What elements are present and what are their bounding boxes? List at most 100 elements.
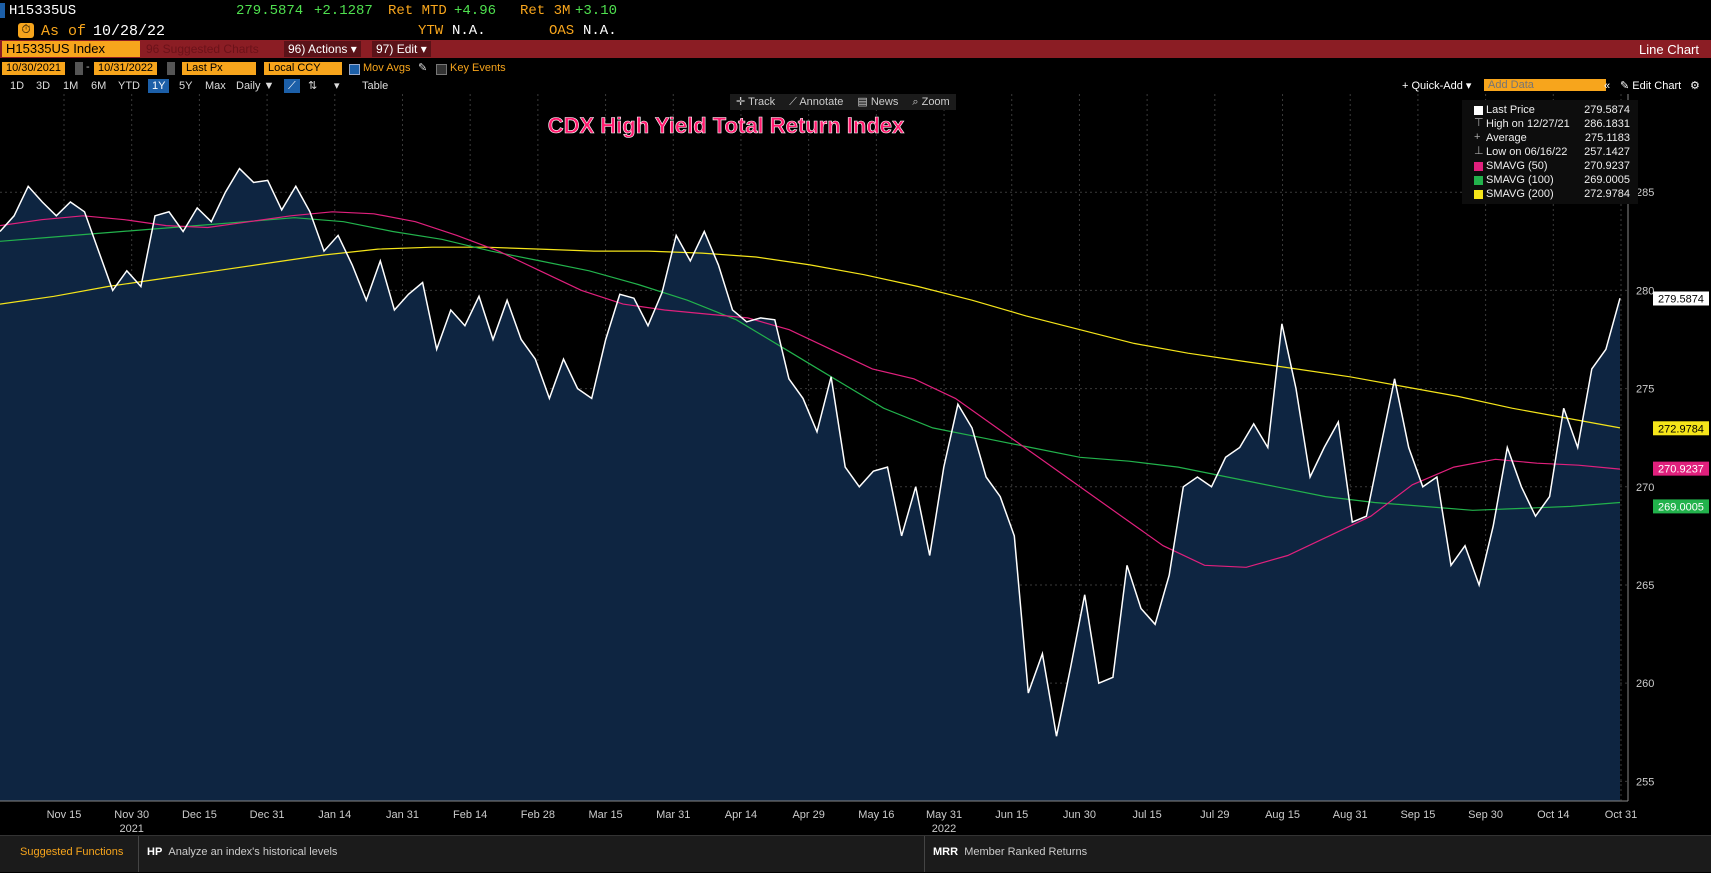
axis-badge-label: 270.9237 <box>1658 464 1704 476</box>
calendar-icon[interactable] <box>167 62 175 75</box>
axis-badges: 279.5874 272.9784 270.9237 269.0005 <box>1653 291 1709 514</box>
hp-function[interactable]: HP Analyze an index's historical levels <box>147 846 337 858</box>
legend-value: 257.1427 <box>1584 146 1630 158</box>
period-5y[interactable]: 5Y <box>179 80 193 92</box>
mrr-code: MRR <box>933 846 959 858</box>
mrr-function[interactable]: MRR Member Ranked Returns <box>933 846 1087 858</box>
legend-item-high: ⊤ High on 12/27/21 286.1831 <box>1470 117 1636 131</box>
legend-item-smavg200: SMAVG (200) 272.9784 <box>1470 187 1636 201</box>
series-line-2 <box>0 217 1621 511</box>
series-lines <box>0 167 1621 737</box>
x-tick-label: Oct 31 <box>1605 809 1637 821</box>
legend-item-last-price: Last Price 279.5874 <box>1470 103 1636 117</box>
legend-value: 272.9784 <box>1584 188 1630 200</box>
legend-label: SMAVG (100) <box>1486 174 1554 186</box>
low-marker-icon: ⊥ <box>1474 145 1484 157</box>
period-ytd[interactable]: YTD <box>118 80 140 92</box>
ret-3m-label: Ret 3M <box>520 3 571 19</box>
key-events-checkbox[interactable] <box>436 64 447 75</box>
x-tick-label: Nov 30 <box>114 809 149 821</box>
y-axis: 255 260 265 270 275 280 285 <box>1636 187 1654 788</box>
pencil-icon: ⟋ <box>789 96 797 108</box>
ret-3m-value: +3.10 <box>575 3 618 19</box>
collapse-icon[interactable]: « <box>1604 80 1611 92</box>
chart-title: CDX High Yield Total Return Index <box>548 113 905 138</box>
oas-value: N.A. <box>583 23 617 39</box>
x-tick-label: May 31 <box>926 809 962 821</box>
period-3d[interactable]: 3D <box>36 80 51 92</box>
suggested-functions-label: Suggested Functions <box>20 846 124 858</box>
mov-avgs-checkbox[interactable] <box>349 64 360 75</box>
legend-value: 269.0005 <box>1584 174 1630 186</box>
x-tick-label: Mar 15 <box>588 809 622 821</box>
asof-label: As of <box>41 23 87 40</box>
series-line-0 <box>0 167 1621 737</box>
legend-item-smavg100: SMAVG (100) 269.0005 <box>1470 173 1636 187</box>
x-tick-label: Dec 31 <box>250 809 285 821</box>
frequency-select[interactable]: Daily ▼ <box>232 79 278 93</box>
average-marker-icon: + <box>1474 131 1481 143</box>
track-button[interactable]: ✛ Track <box>736 94 775 110</box>
gear-icon[interactable]: ⚙ <box>1690 80 1700 92</box>
x-tick-label: Jul 15 <box>1132 809 1161 821</box>
x-tick-label: Jun 15 <box>995 809 1028 821</box>
news-button[interactable]: ▤ News <box>857 94 898 110</box>
track-label: Track <box>748 96 776 108</box>
legend-value: 275.1183 <box>1584 132 1630 144</box>
axis-badge <box>1653 461 1709 476</box>
actions-number: 96) <box>288 42 306 56</box>
mov-avgs-label: Mov Avgs <box>363 62 411 74</box>
zoom-button[interactable]: ⌕ Zoom <box>912 94 949 110</box>
news-icon: ▤ <box>857 96 868 108</box>
pencil-icon[interactable]: ✎ <box>418 62 428 74</box>
year-label: 2022 <box>932 823 956 835</box>
alert-icon[interactable]: ⏱ <box>18 23 34 38</box>
period-max[interactable]: Max <box>205 80 226 92</box>
currency-select[interactable]: Local CCY <box>264 62 342 75</box>
chart-area[interactable]: 255 260 265 270 275 280 285 Nov 15 Nov 30 Dec 15… <box>0 94 1711 835</box>
edit-menu[interactable]: 97) Edit ▾ <box>372 41 431 57</box>
field-select[interactable]: Last Px <box>182 62 256 75</box>
period-1d[interactable]: 1D <box>10 80 25 92</box>
actions-label: Actions <box>308 42 348 56</box>
oas-label: OAS <box>549 23 575 39</box>
quick-add-button[interactable]: + Quick-Add ▾ <box>1398 79 1475 93</box>
start-date-field[interactable]: 10/30/2021 <box>2 62 66 75</box>
x-tick-label: Apr 14 <box>725 809 757 821</box>
chart-type-label: Line Chart <box>1639 42 1699 57</box>
axis-badge <box>1653 421 1709 436</box>
x-tick-label: Feb 14 <box>453 809 487 821</box>
legend-label: SMAVG (50) <box>1486 160 1548 172</box>
period-6m[interactable]: 6M <box>91 80 107 92</box>
end-date-field[interactable]: 10/31/2022 <box>94 62 158 75</box>
chevron-down-icon[interactable]: ▾ <box>334 80 340 92</box>
price-area <box>0 168 1620 802</box>
suggested-charts-menu[interactable]: 96 Suggested Charts <box>146 42 259 56</box>
pencil-icon: ✎ <box>1620 80 1630 92</box>
edit-chart-button[interactable]: ✎ Edit Chart <box>1616 79 1685 93</box>
legend-value: 286.1831 <box>1584 118 1630 130</box>
x-tick-label: Jan 31 <box>386 809 419 821</box>
x-tick-label: Mar 31 <box>656 809 690 821</box>
line-chart-icon[interactable]: ⟋ <box>284 79 300 93</box>
magnifier-icon: ⌕ <box>912 96 919 108</box>
actions-menu[interactable]: 96) Actions ▾ <box>284 41 361 57</box>
legend[interactable]: Last Price 279.5874 ⊤ High on 12/27/21 286.… <box>1462 100 1638 204</box>
calendar-icon[interactable] <box>75 62 83 75</box>
x-tick-label: Oct 14 <box>1537 809 1569 821</box>
x-tick-label: Dec 15 <box>182 809 217 821</box>
x-tick-label: Aug 15 <box>1265 809 1300 821</box>
edit-label: Edit <box>396 42 418 56</box>
table-button[interactable]: Table <box>362 80 389 92</box>
security-field[interactable]: H15335US Index <box>2 41 140 57</box>
annotate-button[interactable]: ⟋ Annotate <box>789 94 843 110</box>
bar-chart-icon[interactable]: ⇅ <box>308 80 318 92</box>
axis-badge <box>1653 499 1709 514</box>
x-tick-label: Sep 30 <box>1468 809 1503 821</box>
period-1y[interactable]: 1Y <box>148 79 170 93</box>
y-tick-label: 255 <box>1636 776 1654 788</box>
period-1m[interactable]: 1M <box>63 80 79 92</box>
add-data-input[interactable] <box>1484 79 1606 91</box>
price-change: +2.1287 <box>314 3 373 19</box>
x-tick-label: Jul 29 <box>1200 809 1229 821</box>
